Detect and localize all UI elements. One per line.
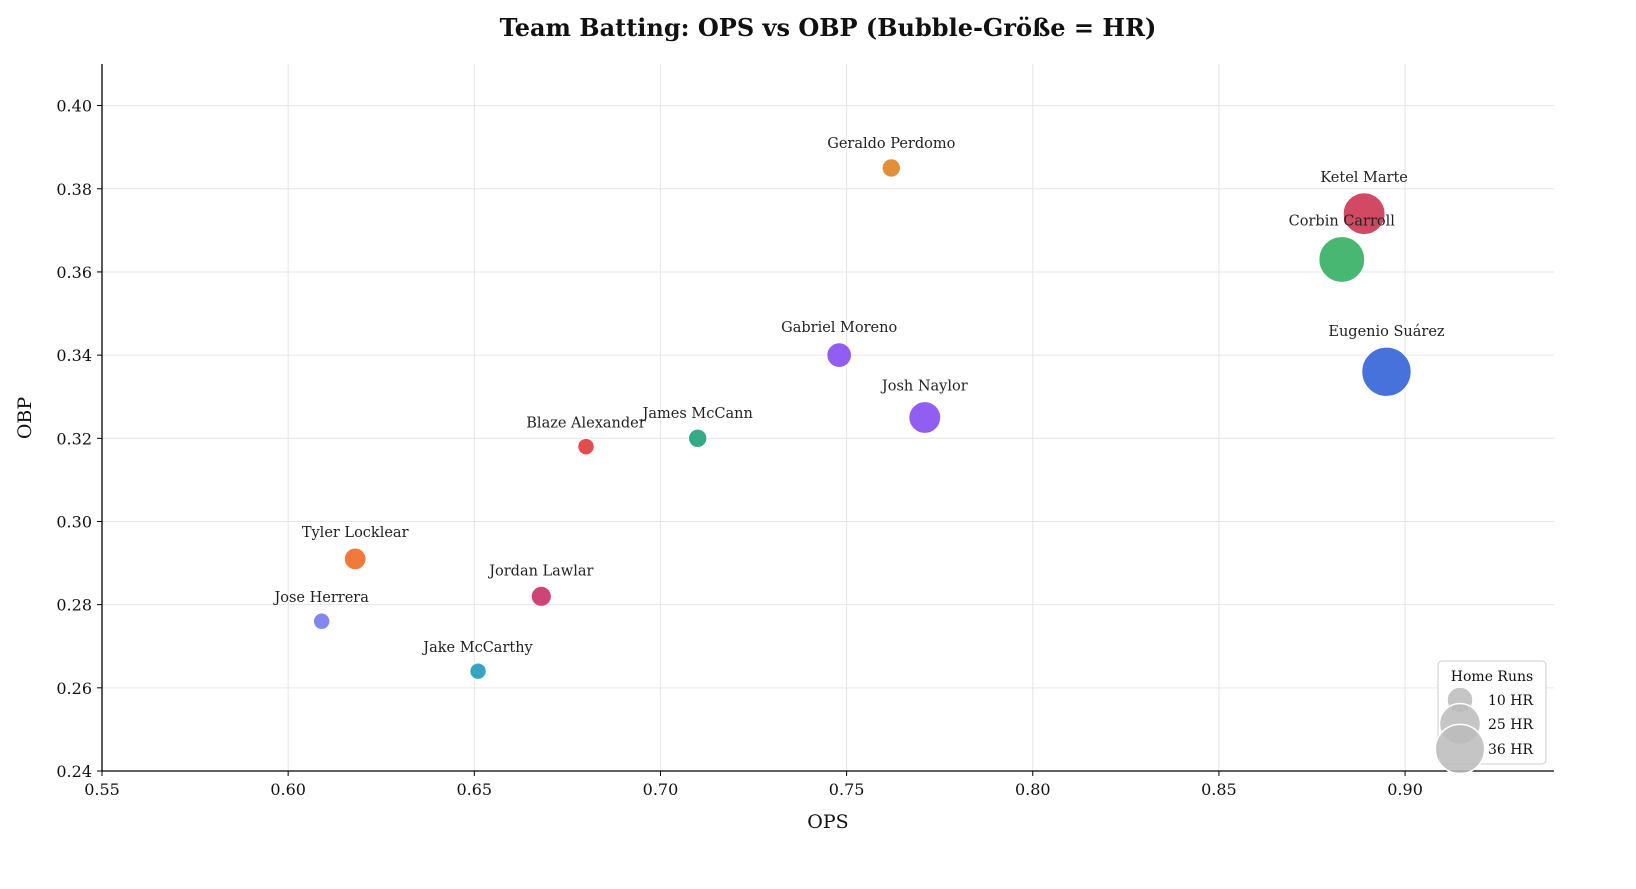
y-tick-label: 0.28 <box>56 596 92 615</box>
legend-marker <box>1434 723 1486 775</box>
data-label: Jordan Lawlar <box>487 563 593 579</box>
data-point <box>1318 236 1366 283</box>
data-label: Tyler Locklear <box>302 525 409 541</box>
x-tick-label: 0.90 <box>1387 780 1423 799</box>
x-tick-label: 0.80 <box>1015 780 1051 799</box>
data-point <box>908 401 942 434</box>
data-point <box>577 437 595 456</box>
legend-label: 36 HR <box>1488 742 1533 758</box>
data-label: Geraldo Perdomo <box>827 136 955 152</box>
data-point <box>1361 346 1412 397</box>
data-point <box>312 612 331 631</box>
y-tick-label: 0.32 <box>56 429 92 448</box>
data-label: James McCann <box>641 406 753 422</box>
x-tick-label: 0.65 <box>456 780 492 799</box>
legend-label: 10 HR <box>1488 693 1533 709</box>
chart-title: Team Batting: OPS vs OBP (Bubble-Größe =… <box>500 13 1157 42</box>
data-label: Jake McCarthy <box>421 640 533 656</box>
y-tick-label: 0.24 <box>56 762 92 781</box>
data-label: Jose Herrera <box>272 590 369 606</box>
y-tick-label: 0.34 <box>56 346 92 365</box>
data-label: Corbin Carroll <box>1289 214 1396 230</box>
legend-label: 25 HR <box>1488 717 1533 733</box>
data-point <box>343 547 367 571</box>
x-tick-label: 0.75 <box>829 780 865 799</box>
data-label: Blaze Alexander <box>526 415 645 431</box>
legend: Home Runs 10 HR 25 HR 36 HR <box>1434 660 1547 775</box>
data-point <box>881 158 901 178</box>
data-point <box>469 662 487 680</box>
y-tick-label: 0.30 <box>56 512 92 531</box>
x-axis-label: OPS <box>807 811 848 833</box>
x-tick-label: 0.70 <box>643 780 679 799</box>
x-tick-label: 0.60 <box>270 780 306 799</box>
y-tick-label: 0.40 <box>56 97 92 116</box>
y-tick-label: 0.36 <box>56 263 92 282</box>
data-point <box>530 585 552 607</box>
data-point <box>687 428 708 448</box>
data-point <box>826 342 853 368</box>
x-tick-label: 0.55 <box>84 780 120 799</box>
legend-title: Home Runs <box>1451 669 1533 685</box>
data-point <box>1342 192 1386 236</box>
data-label: Ketel Marte <box>1320 170 1408 186</box>
y-tick-label: 0.26 <box>56 679 92 698</box>
data-label: Eugenio Suárez <box>1328 324 1445 340</box>
y-tick-label: 0.38 <box>56 180 92 199</box>
y-axis-label: OBP <box>14 397 36 440</box>
data-label: Gabriel Moreno <box>781 320 897 336</box>
data-label: Josh Naylor <box>880 379 968 395</box>
x-tick-label: 0.85 <box>1201 780 1237 799</box>
